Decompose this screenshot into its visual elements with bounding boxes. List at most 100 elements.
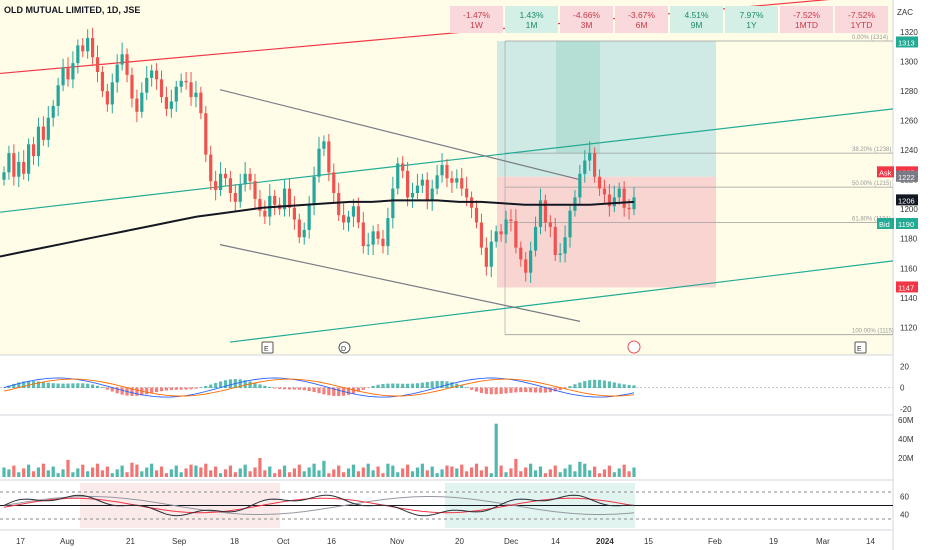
volume-bar: [174, 465, 178, 477]
volume-bar: [593, 466, 597, 477]
candle-body: [484, 247, 488, 267]
candle-body: [322, 141, 326, 149]
price-label-text: Bid: [879, 220, 890, 229]
perf-cell-1y: 7.97% 1Y: [725, 6, 778, 33]
volume-bar: [164, 473, 169, 477]
volume-bar: [622, 464, 626, 477]
macd-bar: [51, 383, 55, 389]
volume-bar: [356, 471, 360, 477]
perf-cell-6m: -3.67% 6M: [615, 6, 668, 33]
price-axis-tick: 1280: [900, 87, 918, 96]
candle-body: [474, 207, 479, 223]
macd-bar: [474, 387, 479, 392]
volume-bar: [307, 467, 311, 477]
candle-body: [7, 153, 11, 173]
macd-bar: [351, 387, 356, 394]
candle-body: [588, 153, 592, 161]
volume-bar: [282, 465, 287, 477]
macd-bar: [588, 380, 592, 389]
perf-value: 4.51%: [684, 9, 709, 20]
volume-bar: [504, 472, 508, 477]
price-axis-tick: 1140: [900, 294, 918, 303]
volume-bar: [135, 464, 139, 477]
volume-bar: [499, 465, 503, 477]
volume-bar: [278, 469, 282, 477]
volume-bar: [322, 460, 326, 477]
oscillator-fast-line: [3, 494, 635, 517]
candle-body: [86, 38, 90, 52]
volume-bar: [150, 463, 154, 477]
macd-bar: [238, 379, 242, 389]
macd-bar: [27, 381, 31, 389]
oscillator-slow-line: [3, 496, 635, 515]
macd-bar: [135, 387, 139, 396]
volume-bar: [568, 464, 572, 477]
candle-body: [27, 144, 31, 174]
volume-bar: [71, 472, 75, 477]
macd-bar: [150, 387, 154, 394]
candle-body: [396, 163, 400, 189]
x-axis-label: 17: [16, 537, 25, 546]
volume-bar: [533, 470, 538, 477]
price-label-text: 1206: [898, 196, 915, 205]
candle-body: [558, 253, 562, 255]
volume-bar: [100, 470, 105, 477]
macd-bar: [514, 387, 518, 393]
macd-bar: [243, 380, 247, 389]
macd-bar: [548, 387, 552, 393]
macd-bar: [543, 387, 548, 393]
candle-body: [410, 192, 415, 198]
perf-period: 1YTD: [850, 19, 873, 30]
volume-bar: [529, 463, 533, 477]
candle-body: [425, 179, 429, 201]
fib-level-label: 50.00% (1215): [852, 181, 891, 187]
macd-bar: [105, 387, 109, 390]
macd-bar: [41, 382, 45, 389]
candle-body: [366, 244, 370, 247]
candle-body: [327, 141, 331, 173]
volume-bar: [125, 472, 129, 477]
perf-period: 1M: [525, 19, 538, 30]
volume-bar: [105, 466, 109, 477]
volume-bar: [430, 466, 434, 477]
candle-body: [243, 173, 247, 185]
macd-bar: [110, 387, 114, 392]
candle-body: [130, 74, 134, 99]
macd-bar: [568, 386, 572, 389]
volume-bar: [617, 468, 621, 477]
candle-body: [238, 184, 242, 202]
candle-body: [248, 173, 252, 182]
volume-bar: [243, 464, 247, 477]
macd-bar: [2, 387, 6, 389]
candle-body: [282, 188, 287, 210]
macd-bar: [376, 384, 380, 389]
macd-bar: [366, 387, 370, 389]
price-label-bid-tag: [877, 217, 894, 229]
macd-bar: [282, 387, 287, 390]
volume-bar: [371, 470, 375, 477]
candle-body: [578, 173, 582, 198]
macd-bar: [622, 384, 626, 389]
macd-bar: [504, 387, 508, 394]
symbol-title: OLD MUTUAL LIMITED, 1D, JSE: [4, 5, 141, 15]
candle-body: [401, 163, 405, 171]
candle-body: [297, 219, 301, 238]
macd-bar: [302, 387, 306, 391]
macd-bar: [440, 380, 444, 389]
oscillator-signal-line: [3, 497, 635, 514]
perf-cell-9m: 4.51% 9M: [670, 6, 723, 33]
volume-bar: [95, 463, 100, 477]
volume-bar: [583, 463, 587, 477]
candle-body: [381, 238, 385, 247]
price-axis-tick: 1160: [900, 264, 918, 273]
macd-bar: [593, 379, 597, 389]
macd-bar: [396, 383, 400, 389]
candle-body: [583, 160, 587, 174]
volume-bar: [376, 466, 380, 477]
macd-bar: [346, 387, 351, 395]
macd-bar: [130, 387, 134, 396]
candle-body: [66, 67, 70, 80]
candle-body: [105, 91, 109, 105]
candle-body: [164, 97, 169, 109]
